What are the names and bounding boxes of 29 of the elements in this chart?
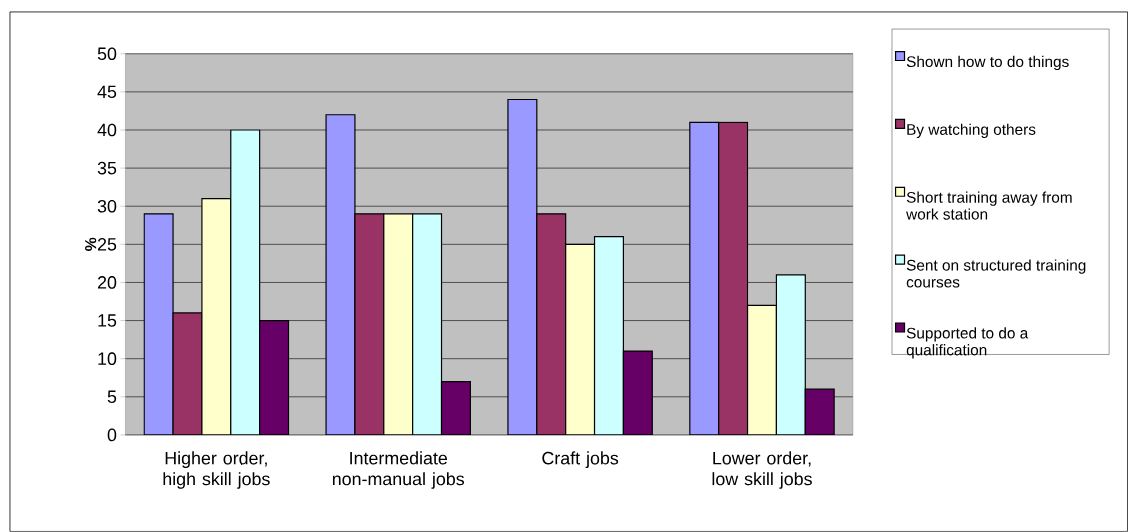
bar	[259, 320, 290, 435]
bar	[804, 388, 835, 435]
y-tick-label: 0	[107, 428, 117, 442]
legend-label: Short training away from work station	[906, 191, 1072, 220]
bar	[440, 381, 471, 435]
bar	[746, 304, 778, 435]
y-tick-label: 5	[107, 390, 117, 404]
legend-label: By watching others	[907, 123, 1036, 139]
x-tick-label: Intermediate non-manual jobs	[332, 451, 465, 489]
y-axis-title: %	[85, 237, 97, 252]
bar	[565, 243, 596, 435]
x-tick-label: Higher order, high skill jobs	[163, 451, 270, 489]
bar	[383, 213, 414, 435]
bar	[622, 350, 653, 435]
y-tick-label: 35	[97, 161, 117, 175]
y-tick-label: 25	[97, 238, 117, 251]
legend-label: Shown how to do things	[906, 55, 1069, 71]
x-tick-label: Craft jobs	[542, 451, 619, 469]
y-tick-label: 20	[97, 276, 117, 289]
bar	[201, 198, 232, 435]
y-tick-label: 45	[97, 85, 117, 99]
y-tick-label: 30	[97, 199, 117, 213]
y-tick-label: 10	[98, 352, 117, 366]
y-tick-label: 50	[97, 47, 117, 61]
y-tick-label: 15	[98, 314, 117, 327]
legend-label: Supported to do a qualification	[906, 327, 1029, 359]
legend-label: Sent on structured training courses	[906, 259, 1086, 288]
y-tick-label: 40	[97, 123, 117, 137]
x-tick-label: Lower order, low skill jobs	[712, 451, 812, 489]
